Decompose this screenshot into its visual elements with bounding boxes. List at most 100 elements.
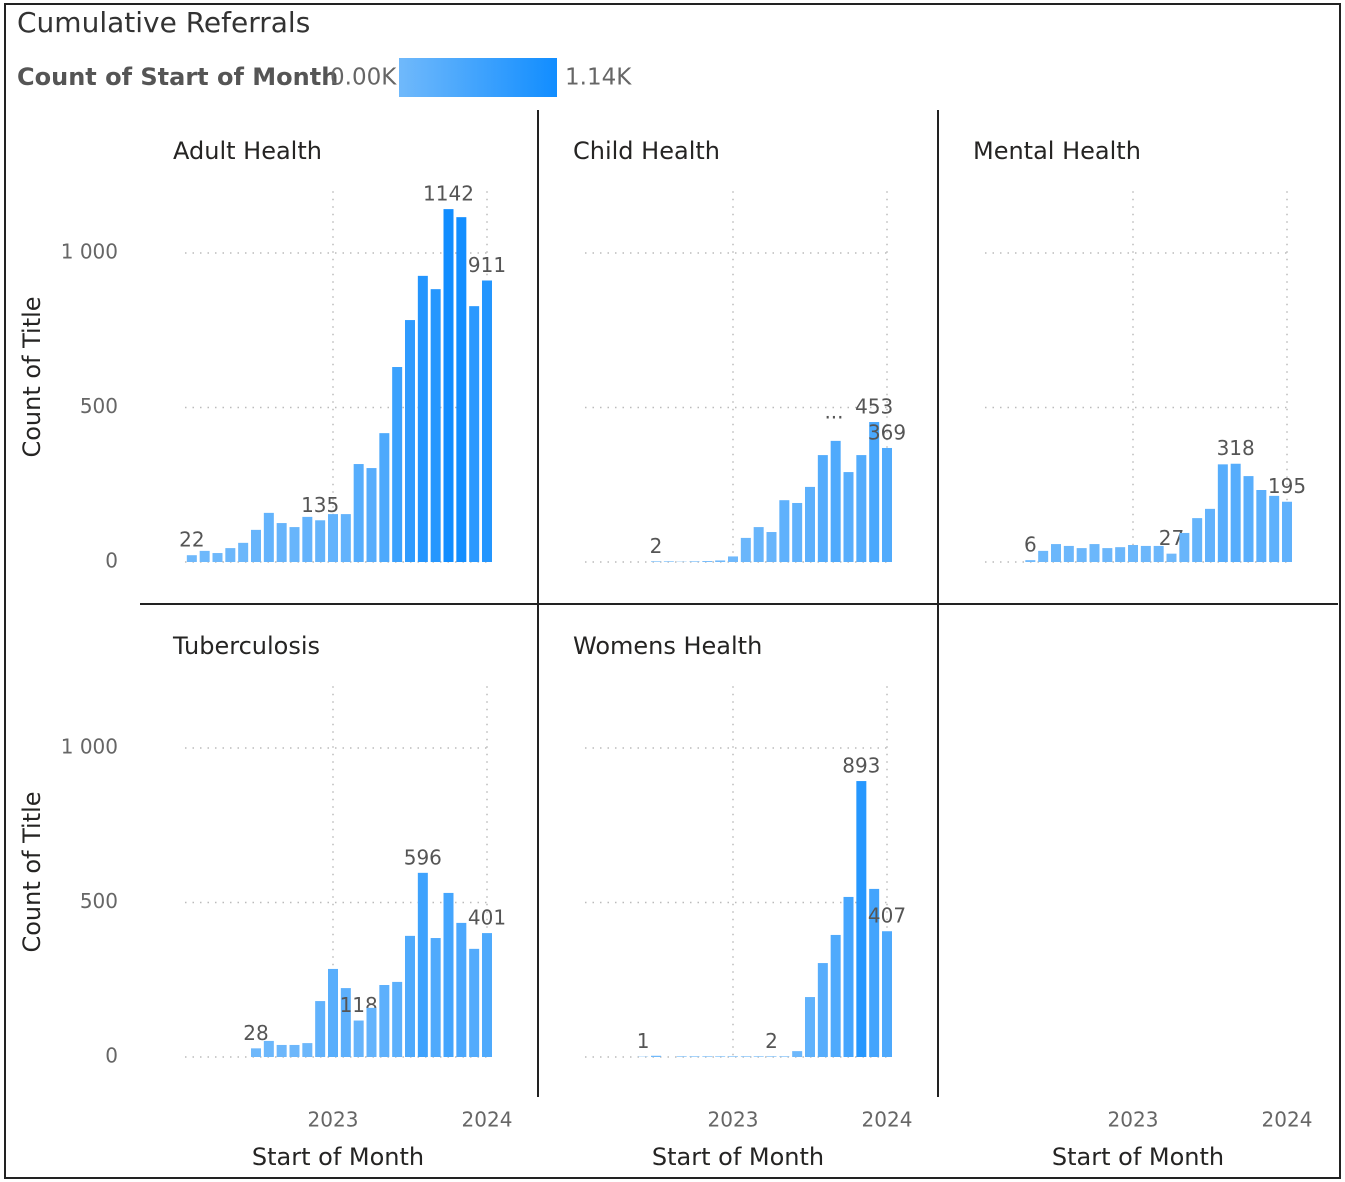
legend-min: 0.00K: [330, 65, 397, 91]
bar: [212, 553, 223, 562]
panel-title: Womens Health: [573, 632, 762, 660]
bar: [469, 948, 480, 1057]
bar: [1076, 548, 1087, 562]
bar: [856, 455, 867, 562]
bar: [276, 1044, 287, 1057]
y-tick-label: 0: [105, 1044, 118, 1068]
data-label: 28: [243, 1021, 268, 1045]
bar: [715, 560, 726, 562]
x-axis-title: Start of Month: [652, 1143, 824, 1171]
bar: [753, 1056, 764, 1057]
data-label: 6: [1024, 533, 1037, 557]
bar: [456, 922, 467, 1057]
bar: [805, 486, 815, 562]
bar: [302, 516, 313, 562]
x-axis-title: Start of Month: [252, 1143, 424, 1171]
x-tick-label: 2024: [462, 1108, 513, 1132]
bar: [392, 981, 403, 1057]
legend-max: 1.14K: [565, 65, 632, 91]
y-tick-label: 0: [105, 549, 118, 573]
bar: [882, 931, 892, 1057]
bar: [353, 1020, 364, 1057]
data-label: 2: [765, 1029, 778, 1053]
panel-title: Child Health: [573, 137, 720, 165]
bar: [417, 872, 428, 1057]
bar: [817, 455, 828, 562]
bar: [328, 514, 338, 562]
x-tick-label: 2024: [862, 1108, 913, 1132]
bar: [340, 988, 351, 1057]
bar: [1166, 553, 1177, 562]
data-label: 2: [650, 534, 663, 558]
bar: [315, 520, 326, 562]
x-tick-label: 2023: [308, 1108, 359, 1132]
bar: [340, 514, 351, 562]
x-axis-title: Start of Month: [1052, 1143, 1224, 1171]
bar: [1256, 490, 1267, 562]
data-label: 1142: [423, 182, 474, 206]
bar: [830, 934, 841, 1057]
bar: [843, 472, 854, 562]
bar: [1230, 463, 1241, 562]
bar: [186, 555, 197, 562]
bar: [766, 1056, 777, 1057]
bar: [856, 781, 867, 1057]
bar: [779, 500, 790, 562]
bar: [869, 888, 880, 1057]
bar: [1102, 548, 1113, 562]
bar: [1051, 544, 1061, 562]
bar: [482, 280, 492, 562]
bar: [353, 464, 364, 562]
x-tick-label: 2023: [708, 1108, 759, 1132]
bar: [405, 320, 415, 562]
bar: [392, 367, 403, 562]
bar: [405, 935, 415, 1057]
chart-title: Cumulative Referrals: [17, 6, 310, 39]
data-label: 401: [468, 906, 506, 930]
bar: [379, 433, 390, 562]
bar: [1282, 501, 1292, 562]
y-tick-label: 1 000: [61, 240, 118, 264]
bar: [766, 532, 777, 562]
bar: [689, 1056, 700, 1057]
legend-gradient: [399, 58, 557, 97]
data-label: 911: [468, 253, 506, 277]
x-tick-label: 2023: [1108, 1108, 1159, 1132]
bar: [1063, 545, 1074, 562]
bar: [328, 968, 338, 1057]
bar: [1179, 532, 1190, 562]
bar: [366, 1007, 377, 1057]
bar: [779, 1056, 790, 1057]
bar: [689, 561, 700, 562]
data-label: 453: [855, 395, 893, 419]
data-label: 135: [301, 493, 339, 517]
bar: [263, 512, 274, 562]
bar: [302, 1043, 313, 1057]
data-label: 22: [179, 528, 204, 552]
bar: [1243, 476, 1254, 562]
bar: [1217, 464, 1228, 562]
bar: [753, 527, 764, 562]
bar: [430, 938, 441, 1057]
bar: [817, 963, 828, 1057]
bar: [805, 997, 815, 1057]
bar: [366, 468, 377, 562]
y-tick-label: 500: [80, 889, 118, 913]
bar: [315, 1001, 326, 1057]
panel-title: Mental Health: [973, 137, 1141, 165]
bar: [882, 447, 892, 562]
panel-title: Adult Health: [173, 137, 322, 165]
data-label: 195: [1268, 474, 1306, 498]
bar: [430, 289, 441, 562]
bar: [289, 1044, 300, 1057]
bar: [456, 217, 467, 562]
bar: [199, 550, 210, 562]
annotation: ···: [824, 406, 843, 430]
bar: [869, 422, 880, 562]
bar: [676, 1056, 687, 1057]
bar: [251, 529, 261, 562]
bar: [740, 1056, 751, 1057]
bar: [843, 896, 854, 1057]
bar: [728, 556, 738, 562]
bar: [1269, 495, 1280, 562]
